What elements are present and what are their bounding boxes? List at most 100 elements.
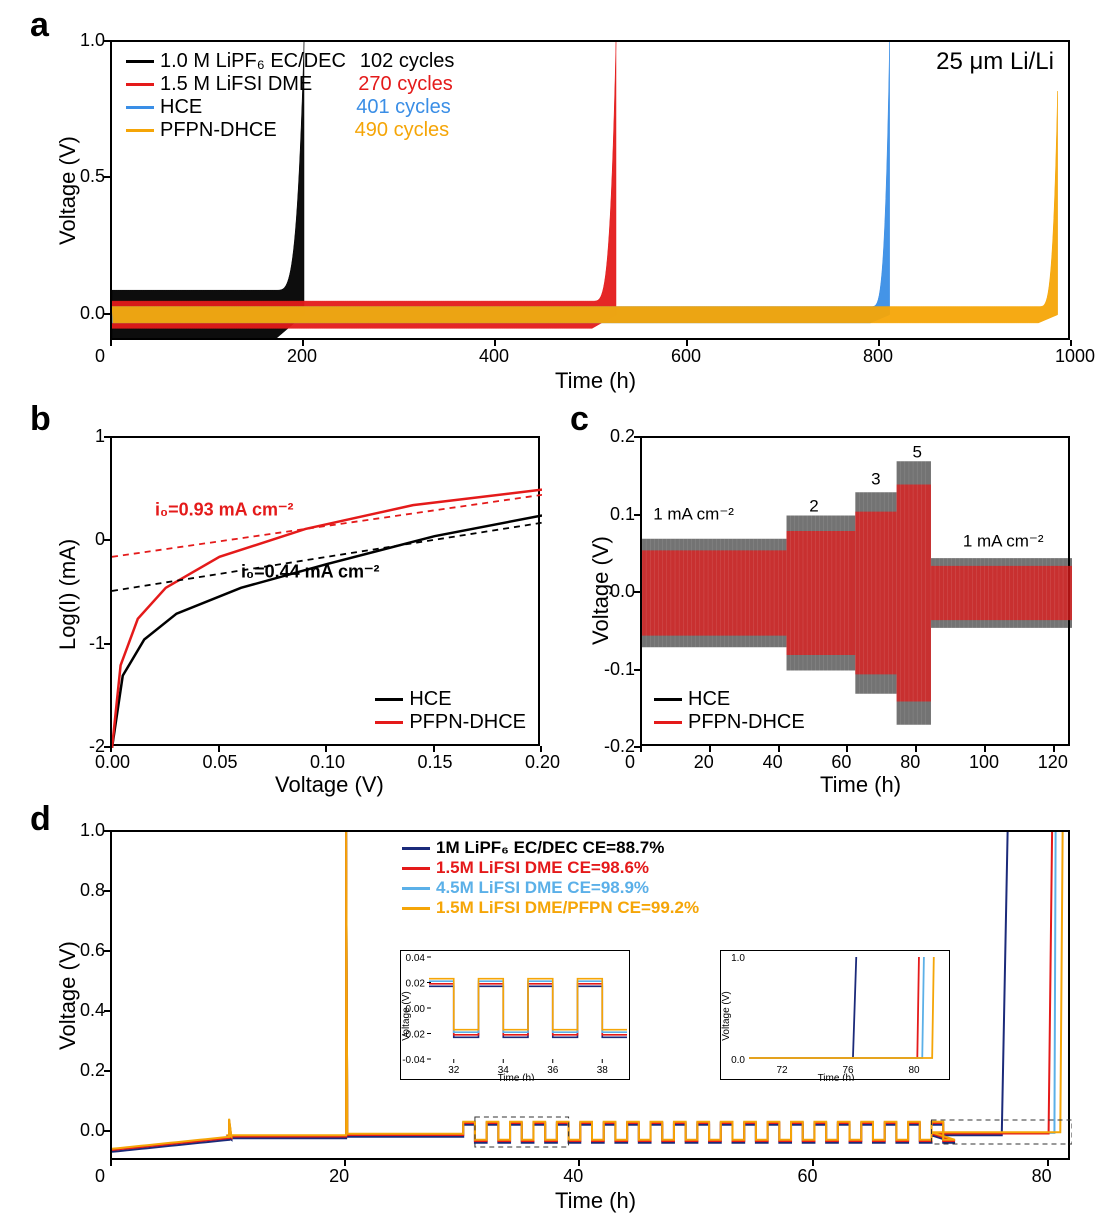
tick-label: -0.2 — [595, 736, 635, 757]
figure: a 1.0 M LiPF₆ EC/DEC 102 cycles 1.5 M Li… — [0, 0, 1108, 1224]
legend-label: 4.5M LiFSI DME CE=98.9% — [436, 878, 649, 898]
panel-c-label: c — [570, 400, 589, 439]
legend-swatch — [654, 721, 682, 724]
tick-label: 200 — [287, 346, 317, 367]
legend-cycles: 270 cycles — [358, 73, 453, 96]
panel-c-xlabel: Time (h) — [820, 772, 901, 798]
panel-d-inset-left: -0.04-0.020.000.020.0432343638Time (h)Vo… — [400, 950, 630, 1080]
svg-text:36: 36 — [547, 1065, 559, 1076]
tick-label: 0.0 — [595, 581, 635, 602]
tick-label: 60 — [797, 1166, 817, 1187]
legend-label: PFPN-DHCE — [160, 119, 277, 142]
panel-c-plot: 1 mA cm⁻²2351 mA cm⁻² HCE PFPN-DHCE — [640, 436, 1070, 746]
tick-label: 20 — [329, 1166, 349, 1187]
svg-text:0.0: 0.0 — [731, 1055, 745, 1066]
panel-a-title: 25 μm Li/Li — [936, 48, 1054, 76]
tick-label: 120 — [1038, 752, 1068, 773]
panel-b-legend: HCE PFPN-DHCE — [375, 688, 526, 734]
tick-label: 0 — [65, 529, 105, 550]
panel-a-legend: 1.0 M LiPF₆ EC/DEC 102 cycles 1.5 M LiFS… — [126, 50, 454, 142]
tick-label: 100 — [969, 752, 999, 773]
svg-text:i₀=0.93 mA cm⁻²: i₀=0.93 mA cm⁻² — [155, 500, 294, 520]
legend-swatch — [126, 106, 154, 109]
tick-label: 40 — [763, 752, 783, 773]
svg-text:i₀=0.44 mA cm⁻²: i₀=0.44 mA cm⁻² — [241, 562, 380, 582]
legend-swatch — [654, 698, 682, 701]
tick-label: 0.5 — [65, 166, 105, 187]
legend-label: PFPN-DHCE — [688, 711, 805, 734]
panel-d-xlabel: Time (h) — [555, 1188, 636, 1214]
legend-swatch — [375, 698, 403, 701]
tick-label: 0.2 — [595, 426, 635, 447]
panel-b-plot: i₀=0.93 mA cm⁻² i₀=0.44 mA cm⁻² HCE PFPN-… — [110, 436, 540, 746]
panel-d-label: d — [30, 800, 51, 839]
legend-label: 1M LiPF₆ EC/DEC CE=88.7% — [436, 838, 664, 858]
panel-a-xlabel: Time (h) — [555, 368, 636, 394]
panel-b-xlabel: Voltage (V) — [275, 772, 384, 798]
legend-swatch — [126, 129, 154, 132]
tick-label: 0.15 — [418, 752, 453, 773]
svg-text:38: 38 — [597, 1065, 609, 1076]
tick-label: 20 — [694, 752, 714, 773]
legend-label: 1.5M LiFSI DME CE=98.6% — [436, 858, 649, 878]
tick-label: 80 — [900, 752, 920, 773]
tick-label: 0.2 — [65, 1060, 105, 1081]
tick-label: 800 — [863, 346, 893, 367]
svg-text:32: 32 — [448, 1065, 460, 1076]
tick-label: 1.0 — [65, 820, 105, 841]
svg-text:1.0: 1.0 — [731, 953, 745, 964]
tick-label: 0.05 — [203, 752, 238, 773]
panel-b-label: b — [30, 400, 51, 439]
tick-label: -2 — [65, 736, 105, 757]
svg-text:0.02: 0.02 — [406, 979, 426, 990]
tick-label: -1 — [65, 633, 105, 654]
legend-label: PFPN-DHCE — [409, 711, 526, 734]
tick-label: -0.1 — [595, 659, 635, 680]
legend-swatch — [126, 83, 154, 86]
legend-label: 1.0 M LiPF₆ EC/DEC — [160, 50, 346, 73]
tick-label: 0.6 — [65, 940, 105, 961]
svg-text:0.04: 0.04 — [406, 953, 426, 964]
tick-label: 0.0 — [65, 1120, 105, 1141]
svg-text:-0.04: -0.04 — [402, 1055, 425, 1066]
svg-text:3: 3 — [871, 470, 880, 489]
inset-left-svg: -0.04-0.020.000.020.0432343638Time (h)Vo… — [401, 951, 631, 1081]
tick-label: 0.4 — [65, 1000, 105, 1021]
legend-label: HCE — [688, 688, 730, 711]
tick-label: 0.10 — [310, 752, 345, 773]
svg-text:72: 72 — [776, 1065, 788, 1076]
tick-label: 40 — [563, 1166, 583, 1187]
legend-swatch — [402, 887, 430, 890]
panel-d-inset-right: 0.01.0727680Time (h)Voltage (V) — [720, 950, 950, 1080]
tick-label: 0 — [95, 1166, 105, 1187]
legend-label: HCE — [409, 688, 451, 711]
svg-text:1 mA cm⁻²: 1 mA cm⁻² — [963, 532, 1044, 551]
tick-label: 0.20 — [525, 752, 560, 773]
legend-cycles: 401 cycles — [356, 96, 451, 119]
legend-cycles: 102 cycles — [360, 50, 455, 73]
tick-label: 1000 — [1055, 346, 1095, 367]
tick-label: 60 — [831, 752, 851, 773]
legend-label: HCE — [160, 96, 202, 119]
panel-a-label: a — [30, 6, 49, 45]
svg-text:Time (h): Time (h) — [818, 1073, 855, 1081]
legend-swatch — [402, 907, 430, 910]
tick-label: 80 — [1032, 1166, 1052, 1187]
panel-a-plot: 1.0 M LiPF₆ EC/DEC 102 cycles 1.5 M LiFS… — [110, 40, 1070, 340]
svg-text:Voltage (V): Voltage (V) — [401, 991, 412, 1040]
inset-right-svg: 0.01.0727680Time (h)Voltage (V) — [721, 951, 951, 1081]
legend-swatch — [402, 867, 430, 870]
tick-label: 0.8 — [65, 880, 105, 901]
svg-text:Voltage (V): Voltage (V) — [721, 991, 732, 1040]
tick-label: 1 — [65, 426, 105, 447]
svg-text:Time (h): Time (h) — [498, 1073, 535, 1081]
legend-cycles: 490 cycles — [355, 119, 450, 142]
svg-text:2: 2 — [809, 497, 818, 516]
panel-c-legend: HCE PFPN-DHCE — [654, 688, 805, 734]
panel-a-ylabel: Voltage (V) — [55, 136, 81, 245]
tick-label: 1.0 — [65, 30, 105, 51]
panel-d-legend: 1M LiPF₆ EC/DEC CE=88.7% 1.5M LiFSI DME … — [402, 838, 699, 918]
svg-text:1 mA cm⁻²: 1 mA cm⁻² — [653, 504, 734, 523]
legend-label: 1.5M LiFSI DME/PFPN CE=99.2% — [436, 898, 699, 918]
legend-swatch — [375, 721, 403, 724]
